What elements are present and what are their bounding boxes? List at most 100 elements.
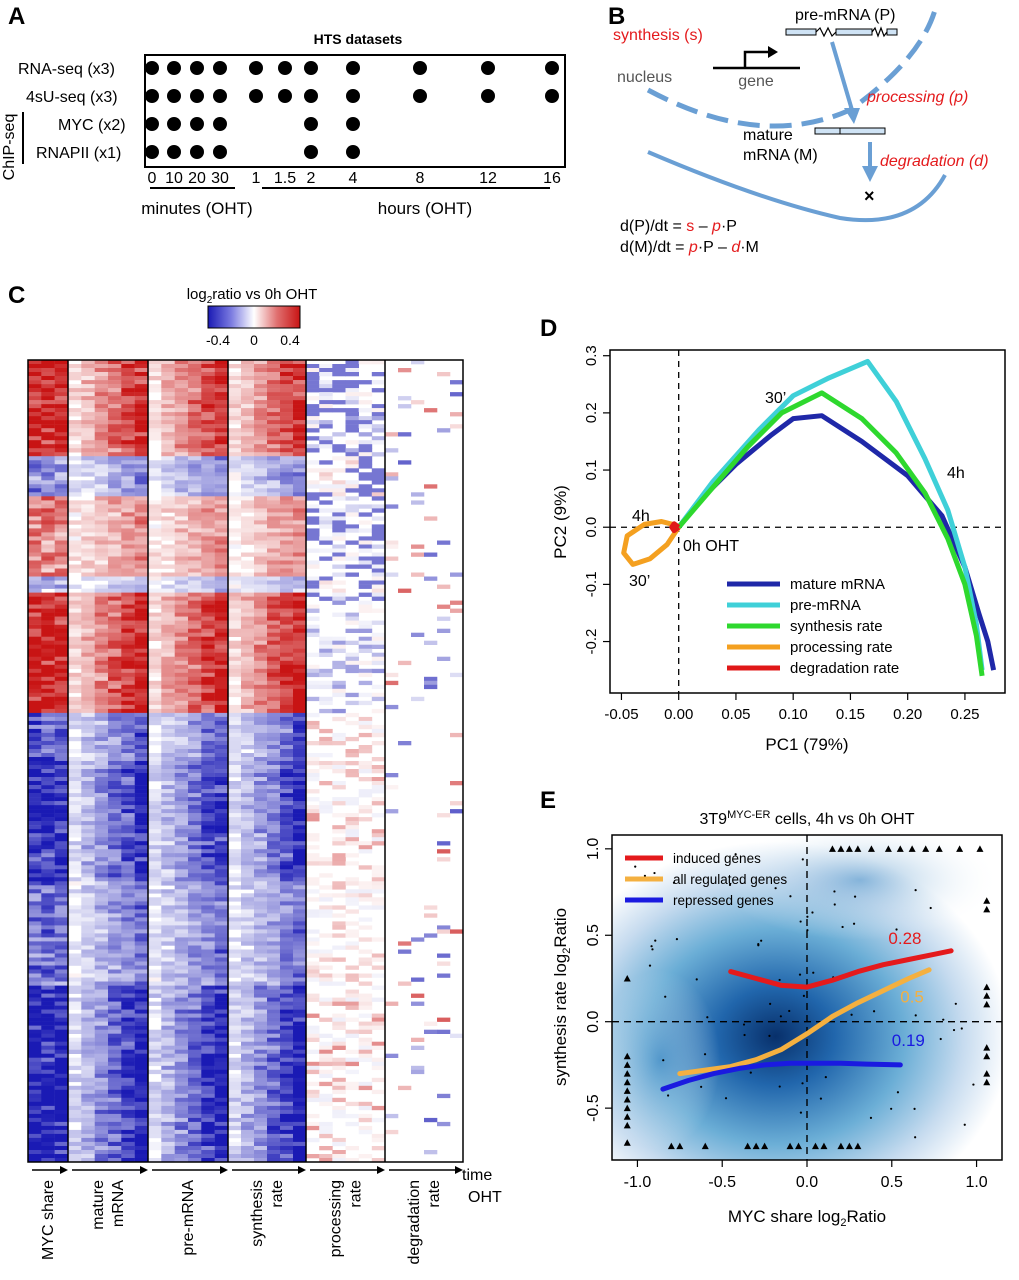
heatmap-cell: [161, 813, 175, 818]
heatmap-cell: [293, 773, 307, 778]
heatmap-cell: [161, 853, 175, 858]
heatmap-cell: [254, 556, 268, 561]
heatmap-cell: [241, 1077, 255, 1083]
heatmap-cell: [108, 576, 122, 581]
heatmap-cell: [332, 688, 346, 694]
heatmap-cell: [306, 664, 320, 670]
heatmap-cell: [134, 845, 149, 850]
heatmap-cell: [345, 372, 359, 377]
heatmap-cell: [28, 985, 42, 990]
heatmap-cell: [201, 1013, 215, 1018]
heatmap-cell: [134, 552, 149, 557]
heatmap-cell: [254, 765, 268, 770]
heatmap-cell: [134, 456, 149, 461]
heatmap-cell: [41, 909, 55, 914]
heatmap-cell: [319, 424, 333, 429]
heatmap-cell: [267, 452, 281, 457]
heatmap-cell: [68, 1049, 82, 1054]
heatmap-cell: [121, 901, 135, 906]
heatmap-cell: [201, 736, 215, 742]
heatmap-cell: [280, 937, 294, 942]
heatmap-cell: [345, 416, 359, 421]
heatmap-cell: [332, 841, 346, 846]
heatmap-cell: [161, 1097, 175, 1103]
heatmap-cell: [68, 676, 82, 682]
heatmap-cell: [293, 765, 307, 770]
heatmap-cell: [254, 941, 268, 946]
heatmap-cell: [280, 1101, 294, 1107]
heatmap-cell: [188, 592, 202, 597]
scatter-point: [811, 911, 814, 914]
heatmap-cell: [148, 1061, 162, 1067]
heatmap-cell: [161, 440, 175, 445]
heatmap-cell: [161, 897, 175, 902]
heatmap-cell: [94, 745, 109, 750]
heatmap-cell: [161, 556, 175, 561]
heatmap-cell: [280, 1073, 294, 1079]
heatmap-cell: [108, 1101, 122, 1107]
heatmap-cell: [293, 492, 307, 497]
heatmap-cell: [81, 813, 95, 818]
heatmap-cell: [134, 732, 149, 738]
heatmap-cell: [332, 384, 346, 389]
heatmap-cell: [254, 508, 268, 513]
heatmap-cell: [28, 720, 42, 726]
heatmap-cell: [68, 364, 82, 369]
heatmap-cell: [148, 881, 162, 886]
heatmap-cell: [358, 724, 373, 730]
heatmap-cell: [108, 817, 122, 822]
heatmap-cell: [267, 572, 281, 577]
heatmap-cell: [94, 400, 109, 405]
heatmap-cell: [148, 929, 162, 934]
heatmap-cell: [188, 380, 202, 385]
heatmap-cell: [228, 716, 242, 722]
heatmap-cell: [188, 608, 202, 613]
heatmap-cell: [319, 897, 333, 902]
heatmap-cell: [332, 468, 346, 473]
heatmap-cell: [134, 584, 149, 589]
heatmap-cell: [81, 420, 95, 425]
heatmap-cell: [161, 869, 175, 874]
heatmap-cell: [28, 392, 42, 397]
heatmap-cell: [201, 757, 215, 762]
heatmap-cell: [254, 660, 268, 666]
heatmap-cell: [161, 833, 175, 838]
heatmap-cell: [134, 652, 149, 657]
heatmap-cell: [267, 524, 281, 529]
heatmap-cell: [228, 1121, 242, 1127]
heatmap-cell: [41, 813, 55, 818]
heatmap-cell: [188, 688, 202, 694]
heatmap-cell: [94, 873, 109, 878]
heatmap-cell: [94, 684, 109, 690]
heatmap-cell: [241, 933, 255, 938]
heatmap-cell: [94, 456, 109, 461]
heatmap-cell: [161, 1081, 175, 1087]
heatmap-cell: [121, 845, 135, 850]
heatmap-cell: [81, 660, 95, 666]
equation-p: d(P)/dt = s – p·P: [620, 218, 737, 235]
heatmap-cell: [174, 945, 189, 950]
heatmap-cell: [121, 576, 135, 581]
heatmap-cell: [254, 488, 268, 493]
heatmap-cell: [358, 769, 373, 774]
heatmap-cell: [28, 1017, 42, 1022]
heatmap-cell: [188, 921, 202, 926]
heatmap-cell: [293, 777, 307, 782]
heatmap-cell: [41, 1037, 55, 1042]
heatmap-cell: [174, 1121, 189, 1127]
heatmap-cell: [254, 969, 268, 974]
heatmap-cell: [358, 1001, 373, 1006]
heatmap-cell: [54, 941, 69, 946]
heatmap-cell: [241, 1093, 255, 1099]
heatmap-cell: [174, 1021, 189, 1026]
heatmap-cell: [134, 568, 149, 573]
heatmap-cell: [345, 360, 359, 365]
heatmap-cell: [134, 648, 149, 653]
heatmap-cell: [94, 572, 109, 577]
heatmap-cell: [54, 576, 69, 581]
heatmap-cell: [267, 797, 281, 802]
heatmap-cell: [68, 805, 82, 810]
heatmap-cell: [254, 512, 268, 517]
heatmap-cell: [214, 432, 229, 437]
heatmap-cell: [228, 464, 242, 469]
